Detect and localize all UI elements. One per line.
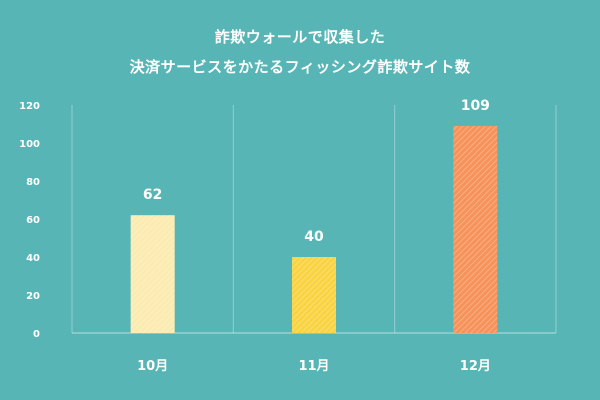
- y-tick-label: 60: [26, 215, 40, 226]
- data-label: 40: [304, 229, 324, 245]
- x-category-label: 11月: [298, 359, 329, 374]
- data-label: 62: [143, 187, 162, 203]
- x-category-label: 10月: [137, 359, 168, 374]
- bar-hatch: [292, 257, 336, 333]
- bar-hatch: [453, 125, 498, 334]
- y-tick-label: 80: [26, 177, 40, 188]
- y-tick-label: 0: [33, 329, 40, 340]
- y-tick-label: 20: [26, 291, 40, 302]
- x-category-label: 12月: [460, 359, 491, 374]
- y-tick-label: 40: [26, 253, 40, 264]
- chart-title-line-1: 詐欺ウォールで収集した: [214, 28, 386, 46]
- chart-title-line-2: 決済サービスをかたるフィッシング詐欺サイト数: [129, 58, 471, 76]
- data-label: 109: [461, 98, 490, 114]
- y-tick-label: 100: [19, 139, 40, 150]
- y-tick-label: 120: [19, 101, 40, 112]
- bar-hatch: [130, 215, 175, 333]
